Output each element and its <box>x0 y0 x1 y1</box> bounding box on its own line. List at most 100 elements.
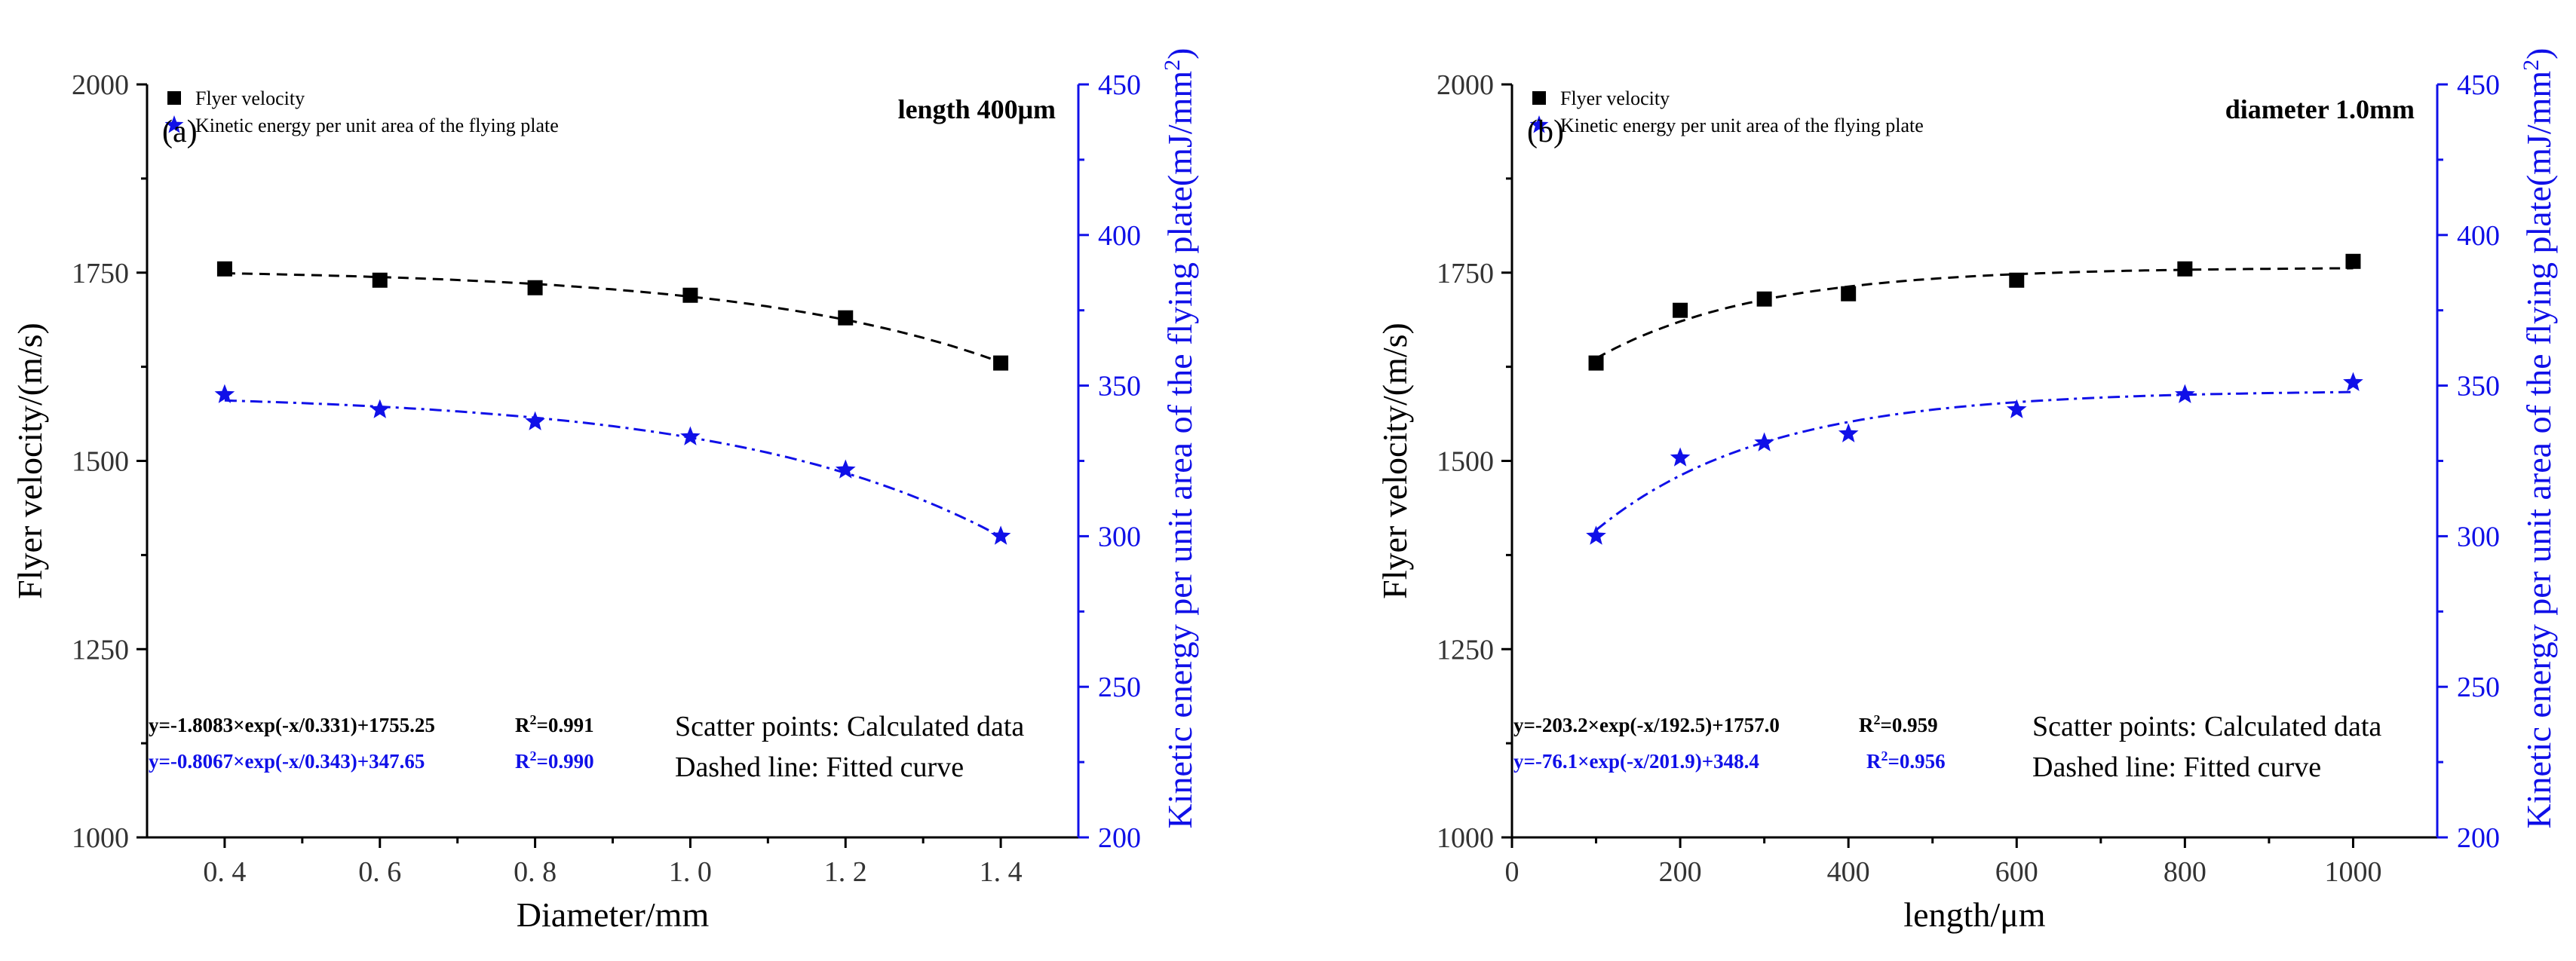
velocity-point <box>216 261 232 277</box>
r-squared-value: =0.956 <box>1888 750 1946 773</box>
velocity-point <box>2009 272 2025 288</box>
r-squared: R2=0.990 <box>515 748 594 773</box>
x-tick-label: 0 <box>1505 856 1520 888</box>
velocity-point <box>1841 286 1857 301</box>
r-squared-value: =0.990 <box>537 750 594 773</box>
r-squared-sup: 2 <box>1874 712 1881 727</box>
x-tick-label: 0. 8 <box>514 856 557 888</box>
legend-item-velocity: Flyer velocity <box>195 87 305 109</box>
y2-tick-label: 350 <box>2457 371 2500 402</box>
velocity-point <box>372 272 388 288</box>
y-tick-label: 1500 <box>1437 446 1494 478</box>
legend-star-icon <box>164 115 184 133</box>
fit-curve-energy <box>1595 390 2354 531</box>
velocity-point <box>1673 302 1688 318</box>
legend-item-energy: Kinetic energy per unit area of the flyi… <box>195 115 559 136</box>
fit-curve-velocity <box>224 272 1001 364</box>
r-squared: R2=0.956 <box>1866 748 1946 773</box>
y2-tick-label: 200 <box>1098 822 1141 854</box>
y2-tick-label: 450 <box>2457 69 2500 101</box>
energy-point <box>1754 432 1774 451</box>
y2-tick-label: 300 <box>2457 521 2500 552</box>
r-squared-label: R <box>515 750 530 773</box>
y2-axis-title-end: ) <box>2519 47 2558 59</box>
parameter-text: diameter 1.0mm <box>2225 94 2415 124</box>
y2-tick-label: 400 <box>1098 220 1141 252</box>
note-text: Scatter points: Calculated data <box>2032 711 2381 742</box>
y2-axis-title: Kinetic energy per unit area of the flyi… <box>1160 47 1199 828</box>
x-tick-label: 1. 2 <box>824 856 867 888</box>
r-squared: R2=0.991 <box>515 712 594 736</box>
energy-point <box>1838 423 1859 442</box>
energy-point <box>835 459 856 479</box>
y2-axis-title-sup: 2 <box>2519 60 2544 71</box>
legend-square-icon <box>1532 91 1546 105</box>
x-axis-title: length/μm <box>1903 895 2045 934</box>
y-tick-label: 1750 <box>1437 258 1494 289</box>
legend-item-velocity: Flyer velocity <box>1560 87 1670 109</box>
r-squared-sup: 2 <box>530 712 537 727</box>
r-squared-value: =0.991 <box>537 714 594 736</box>
legend-star-icon <box>1529 115 1549 133</box>
energy-point <box>680 426 701 445</box>
energy-point <box>370 399 391 418</box>
x-tick-label: 0. 6 <box>358 856 401 888</box>
velocity-point <box>2177 261 2193 277</box>
x-tick-label: 1. 0 <box>669 856 712 888</box>
y2-tick-label: 250 <box>1098 672 1141 703</box>
energy-point <box>990 525 1011 545</box>
energy-point <box>1670 447 1691 467</box>
x-tick-label: 800 <box>2164 856 2206 888</box>
velocity-point <box>2345 253 2361 269</box>
velocity-point <box>993 355 1009 371</box>
energy-point <box>1586 525 1606 545</box>
y-tick-label: 2000 <box>1437 69 1494 101</box>
chart-panel-a: 0. 4 0. 6 0. 8 1. 0 1. 2 1. 4 1000 1250 1500 1750… <box>11 47 1199 934</box>
y-tick-label: 2000 <box>72 69 129 101</box>
note-text: Dashed line: Fitted curve <box>675 751 964 783</box>
fit-curve-velocity <box>1595 267 2354 360</box>
note-text: Dashed line: Fitted curve <box>2032 751 2321 783</box>
y-tick-label: 1250 <box>1437 634 1494 666</box>
x-tick-label: 400 <box>1827 856 1870 888</box>
x-tick-label: 1. 4 <box>980 856 1023 888</box>
y-tick-label: 1250 <box>72 634 129 666</box>
x-axis-title: Diameter/mm <box>517 895 710 934</box>
energy-point <box>2343 372 2363 391</box>
y2-tick-label: 200 <box>2457 822 2500 854</box>
x-tick-label: 1000 <box>2324 856 2381 888</box>
r-squared-sup: 2 <box>1881 748 1888 764</box>
energy-point <box>214 384 235 403</box>
r-squared-value: =0.959 <box>1881 714 1938 736</box>
energy-point <box>2175 384 2195 403</box>
velocity-point <box>527 280 543 295</box>
r-squared: R2=0.959 <box>1859 712 1938 736</box>
x-tick-label: 600 <box>1995 856 2038 888</box>
y2-axis-title-main: Kinetic energy per unit area of the flyi… <box>2519 71 2558 829</box>
r-squared-label: R <box>515 714 530 736</box>
fit-curve-energy <box>224 399 1001 538</box>
panel-label: (b) <box>1527 115 1564 149</box>
fit-equation: y=-203.2×exp(-x/192.5)+1757.0 <box>1513 714 1780 736</box>
r-squared-label: R <box>1866 750 1881 773</box>
y-axis-title: Flyer velocity/(m/s) <box>11 323 49 599</box>
y2-tick-label: 400 <box>2457 220 2500 252</box>
fit-equation: y=-1.8083×exp(-x/0.331)+1755.25 <box>149 714 435 736</box>
panel-label: (a) <box>162 115 198 149</box>
y2-tick-label: 300 <box>1098 521 1141 552</box>
y2-axis-title-sup: 2 <box>1160 60 1185 71</box>
energy-point <box>525 411 545 430</box>
r-squared-label: R <box>1859 714 1874 736</box>
velocity-point <box>838 310 854 326</box>
y2-axis-title-main: Kinetic energy per unit area of the flyi… <box>1161 71 1199 829</box>
fit-equation: y=-76.1×exp(-x/201.9)+348.4 <box>1513 750 1759 773</box>
x-tick-label: 0. 4 <box>203 856 246 888</box>
chart-panel-b: 0 200 400 600 800 1000 1000 1250 1500 1750 2000 200… <box>1375 47 2558 934</box>
y2-tick-label: 350 <box>1098 371 1141 402</box>
y-tick-label: 1000 <box>1437 822 1494 854</box>
parameter-text: length 400μm <box>898 94 1056 124</box>
r-squared-sup: 2 <box>530 748 537 764</box>
legend-square-icon <box>167 91 181 105</box>
